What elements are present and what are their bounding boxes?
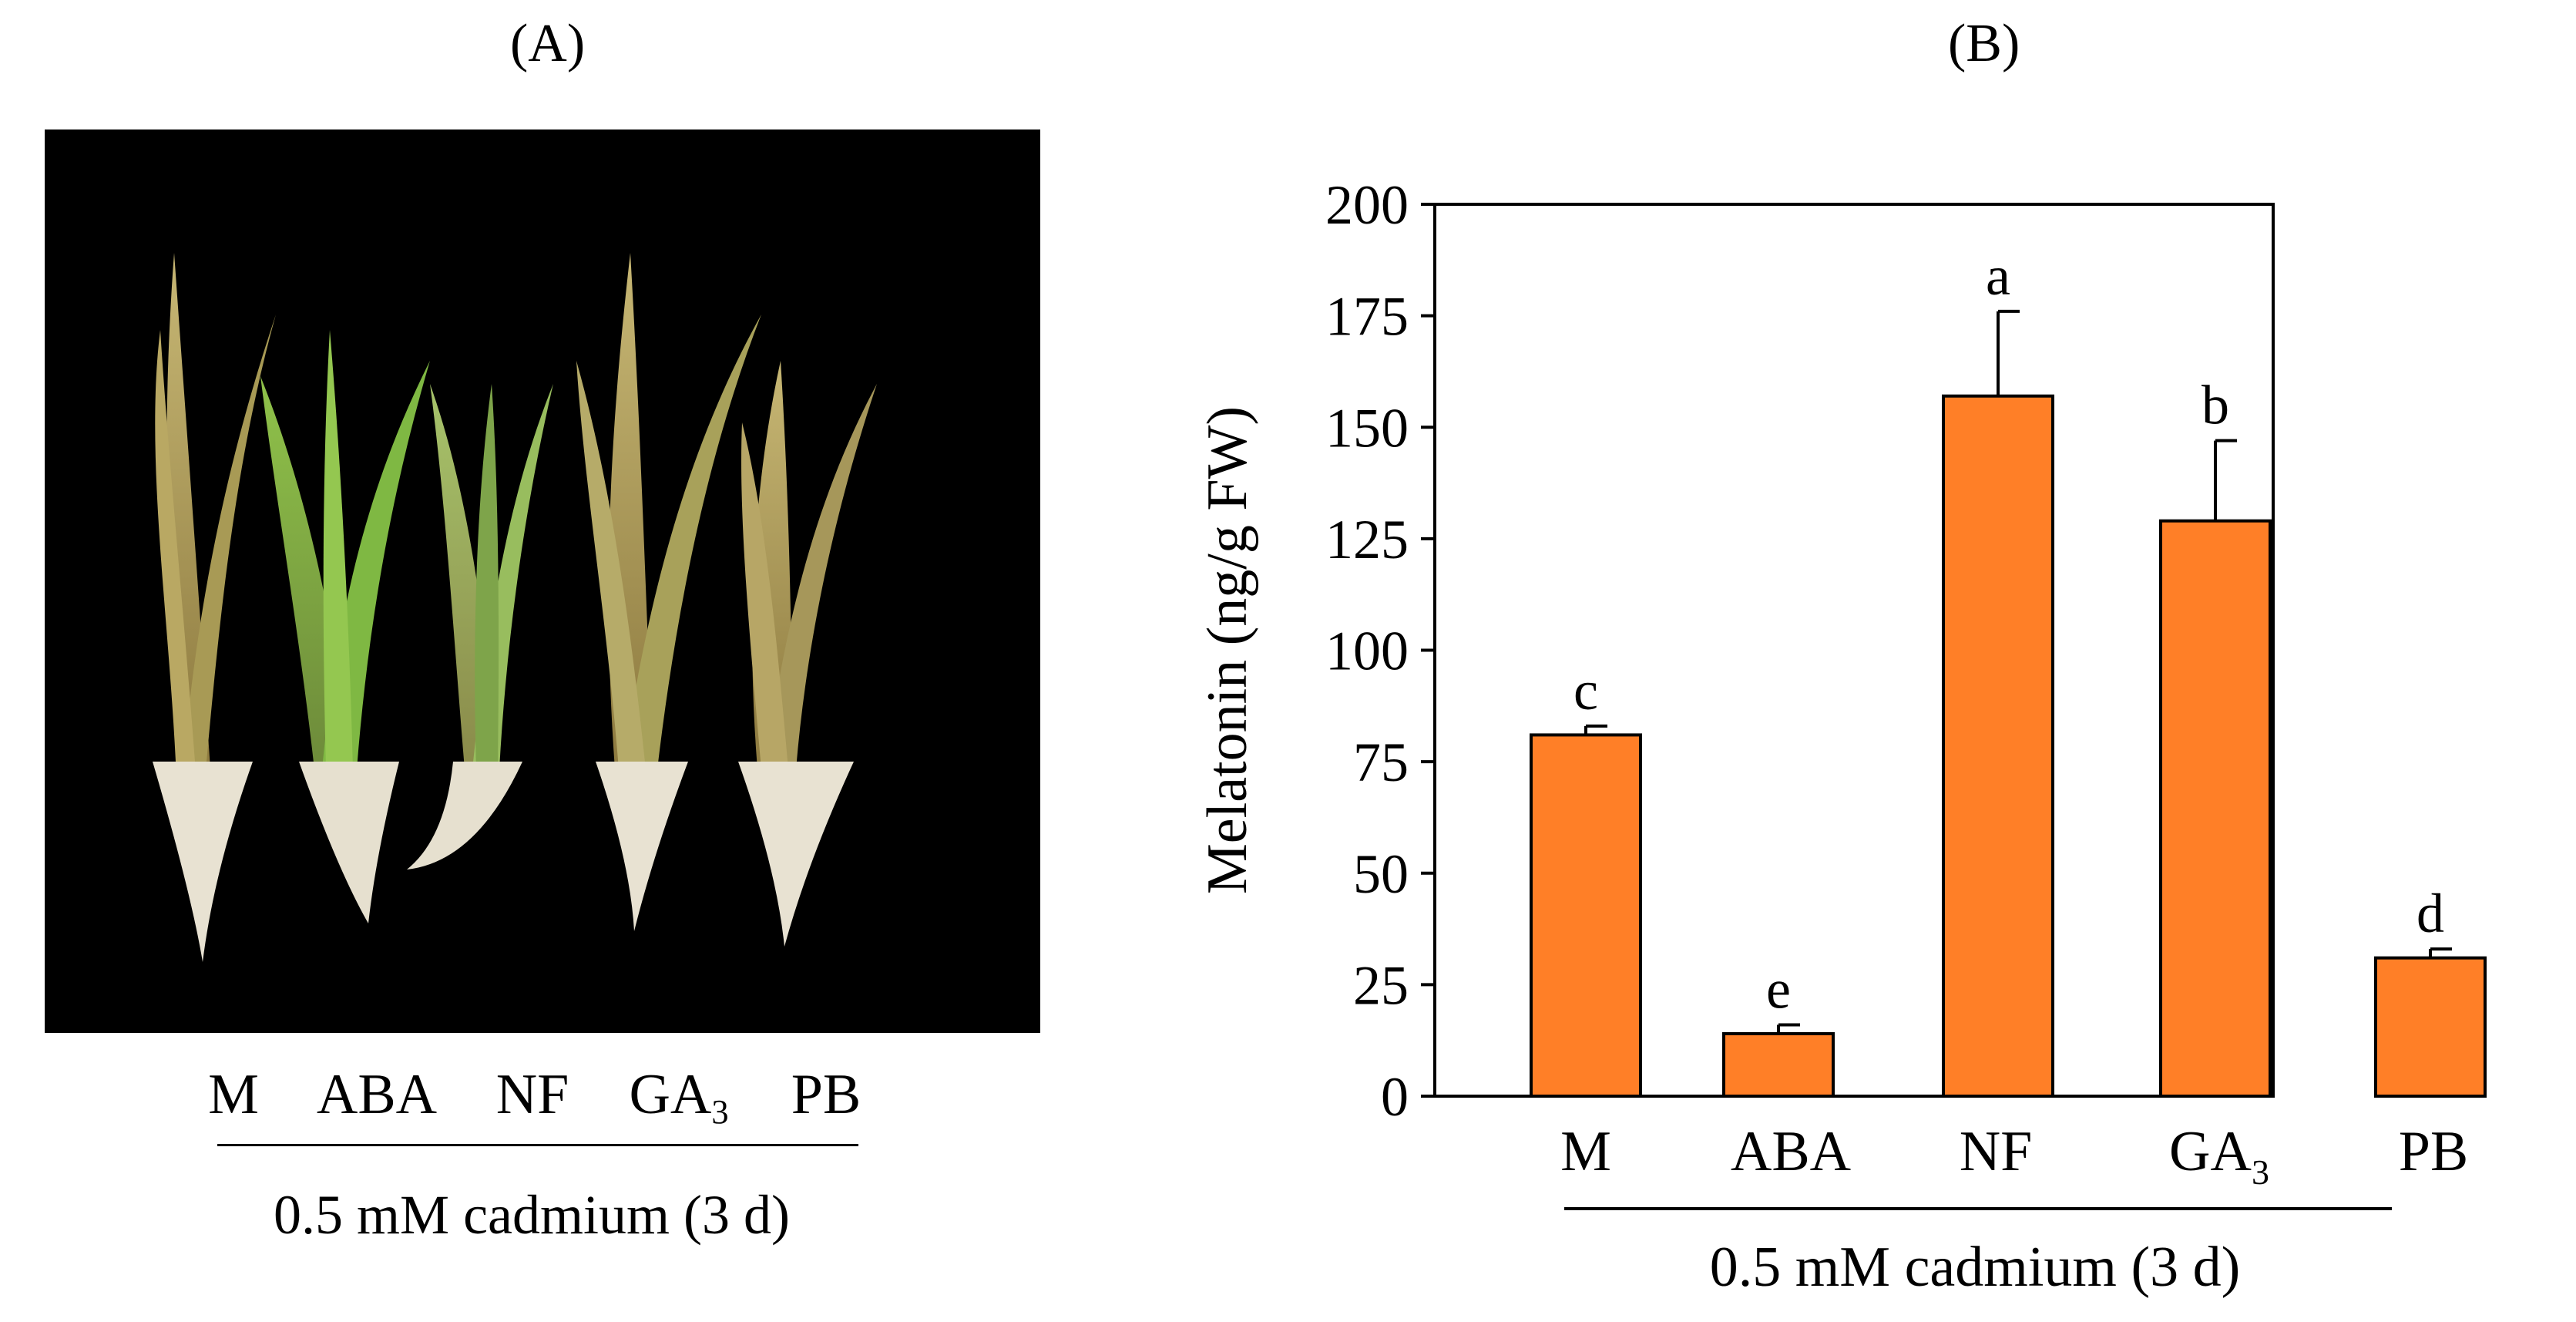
- significance-letter-GA3: b: [2202, 375, 2229, 436]
- bar-M: [1530, 733, 1642, 1098]
- seedling-bundle-nf: [407, 384, 553, 870]
- x-tick-label-M: M: [1560, 1120, 1611, 1183]
- y-tick-label-175: 175: [1325, 286, 1409, 348]
- y-tick-label-200: 200: [1325, 174, 1409, 236]
- y-tick-label-25: 25: [1353, 954, 1409, 1016]
- y-axis-label: Melatonin (ng/g FW): [1196, 406, 1259, 894]
- x-tick-label-ABA: ABA: [1731, 1120, 1851, 1183]
- photo-caption: 0.5 mM cadmium (3 d): [274, 1184, 790, 1246]
- y-tick-label-150: 150: [1325, 397, 1409, 459]
- bar-ABA: [1722, 1032, 1835, 1098]
- significance-letter-ABA: e: [1766, 958, 1791, 1020]
- y-tick-label-50: 50: [1353, 843, 1409, 905]
- photo-label-pb: PB: [791, 1063, 861, 1126]
- photo-label-ga3: GA3: [629, 1063, 728, 1129]
- seedling-bundles-illustration: [153, 253, 877, 962]
- x-tick-label-PB: PB: [2399, 1120, 2469, 1183]
- seedling-bundle-pb: [738, 361, 877, 947]
- panel-a-label: (A): [510, 14, 586, 73]
- photo-label-aba: ABA: [316, 1063, 438, 1126]
- photo-label-ga3-subscript: 3: [711, 1092, 729, 1132]
- x-tick-label-GA3: GA3: [2169, 1120, 2269, 1192]
- photo-label-ga3-main: GA: [629, 1063, 712, 1126]
- rice-seedlings-photo: [45, 130, 1040, 1033]
- x-tick-label-NF: NF: [1960, 1120, 2033, 1183]
- seedling-bundle-ga3: [576, 253, 761, 931]
- bar-GA3: [2159, 519, 2272, 1098]
- significance-letter-NF: a: [1986, 245, 2010, 307]
- bar-PB: [2374, 956, 2487, 1098]
- seedling-bundle-aba: [260, 330, 430, 923]
- significance-letter-M: c: [1573, 660, 1598, 722]
- panel-b-label: (B): [1948, 14, 2020, 73]
- bar-NF: [1942, 394, 2054, 1098]
- photo-treatment-underline: [217, 1144, 858, 1146]
- photo-treatment-labels: M ABA NF GA3 PB: [0, 1063, 1079, 1129]
- y-tick-label-125: 125: [1325, 509, 1409, 570]
- photo-label-m: M: [208, 1063, 259, 1126]
- y-tick-label-100: 100: [1325, 621, 1409, 682]
- x-axis-label: 0.5 mM cadmium (3 d): [1710, 1236, 2241, 1299]
- photo-label-nf: NF: [495, 1063, 569, 1126]
- significance-letter-PB: d: [2416, 883, 2444, 944]
- seedling-bundle-m: [153, 253, 276, 962]
- y-tick-label-75: 75: [1353, 732, 1409, 793]
- y-tick-label-0: 0: [1381, 1066, 1409, 1128]
